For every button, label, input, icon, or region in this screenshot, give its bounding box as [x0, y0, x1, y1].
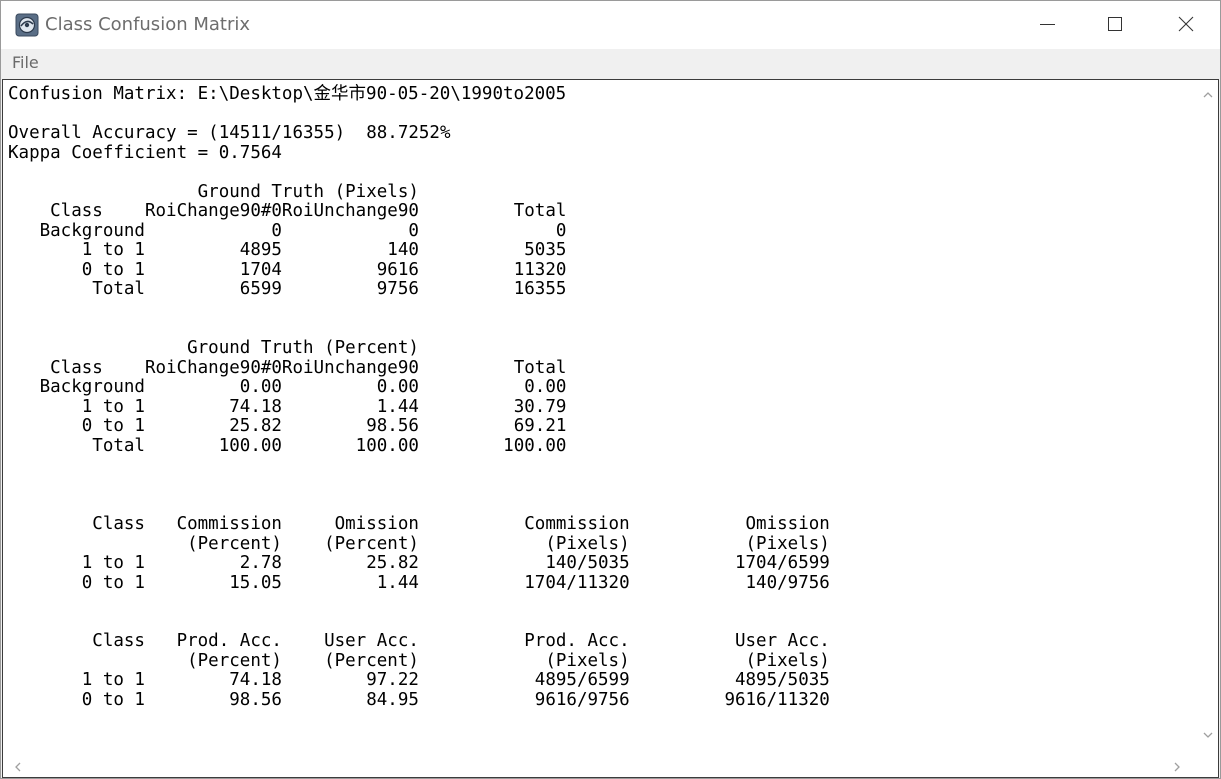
report-line: 1 to 1 74.18 97.22 4895/6599 4895/5035 — [8, 670, 830, 691]
report-line: 0 to 1 25.82 98.56 69.21 — [8, 416, 567, 437]
confusion-matrix-report: Confusion Matrix: E:\Desktop\金华市90-05-20… — [8, 84, 830, 711]
maximize-button[interactable] — [1092, 1, 1138, 47]
chevron-down-icon[interactable] — [1201, 728, 1215, 742]
menu-bar: File — [1, 49, 1220, 77]
report-line: Class RoiChange90#0RoiUnchange90 Total — [8, 357, 567, 378]
report-line: 0 to 1 98.56 84.95 9616/9756 9616/11320 — [8, 689, 830, 710]
report-line: Background 0.00 0.00 0.00 — [8, 377, 567, 398]
chevron-up-icon[interactable] — [1201, 88, 1215, 102]
report-line: Total 6599 9756 16355 — [8, 279, 567, 300]
report-line: 0 to 1 1704 9616 11320 — [8, 259, 567, 280]
report-line: (Percent) (Percent) (Pixels) (Pixels) — [8, 533, 830, 554]
report-line: Background 0 0 0 — [8, 220, 567, 241]
report-line: 0 to 1 15.05 1.44 1704/11320 140/9756 — [8, 572, 830, 593]
envi-app-icon — [15, 13, 39, 37]
report-line: 1 to 1 2.78 25.82 140/5035 1704/6599 — [8, 553, 830, 574]
minimize-icon — [1040, 24, 1055, 25]
report-line: Ground Truth (Percent) — [8, 338, 419, 359]
report-line: (Percent) (Percent) (Pixels) (Pixels) — [8, 650, 830, 671]
report-line: 1 to 1 4895 140 5035 — [8, 240, 567, 261]
horizontal-scrollbar[interactable] — [3, 757, 1218, 777]
menu-file[interactable]: File — [12, 53, 39, 72]
title-bar[interactable]: Class Confusion Matrix — [1, 1, 1220, 49]
report-line: Total 100.00 100.00 100.00 — [8, 435, 567, 456]
report-line: Confusion Matrix: E:\Desktop\金华市90-05-20… — [8, 84, 567, 104]
report-line: Kappa Coefficient = 0.7564 — [8, 142, 282, 163]
report-line: Ground Truth (Pixels) — [8, 181, 419, 202]
report-text-area[interactable]: Confusion Matrix: E:\Desktop\金华市90-05-20… — [2, 79, 1219, 778]
report-line: Class Commission Omission Commission Omi… — [8, 514, 830, 535]
maximize-icon — [1108, 17, 1122, 31]
report-line: Class RoiChange90#0RoiUnchange90 Total — [8, 201, 567, 222]
report-line: Overall Accuracy = (14511/16355) 88.7252… — [8, 123, 451, 144]
report-line: Class Prod. Acc. User Acc. Prod. Acc. Us… — [8, 631, 830, 652]
close-button[interactable] — [1163, 1, 1209, 47]
close-icon — [1178, 16, 1194, 32]
report-line: 1 to 1 74.18 1.44 30.79 — [8, 396, 567, 417]
vertical-scrollbar[interactable] — [1198, 80, 1218, 757]
minimize-button[interactable] — [1025, 1, 1071, 47]
window-title: Class Confusion Matrix — [45, 14, 251, 35]
chevron-right-icon[interactable] — [1170, 760, 1184, 774]
chevron-left-icon[interactable] — [11, 760, 25, 774]
